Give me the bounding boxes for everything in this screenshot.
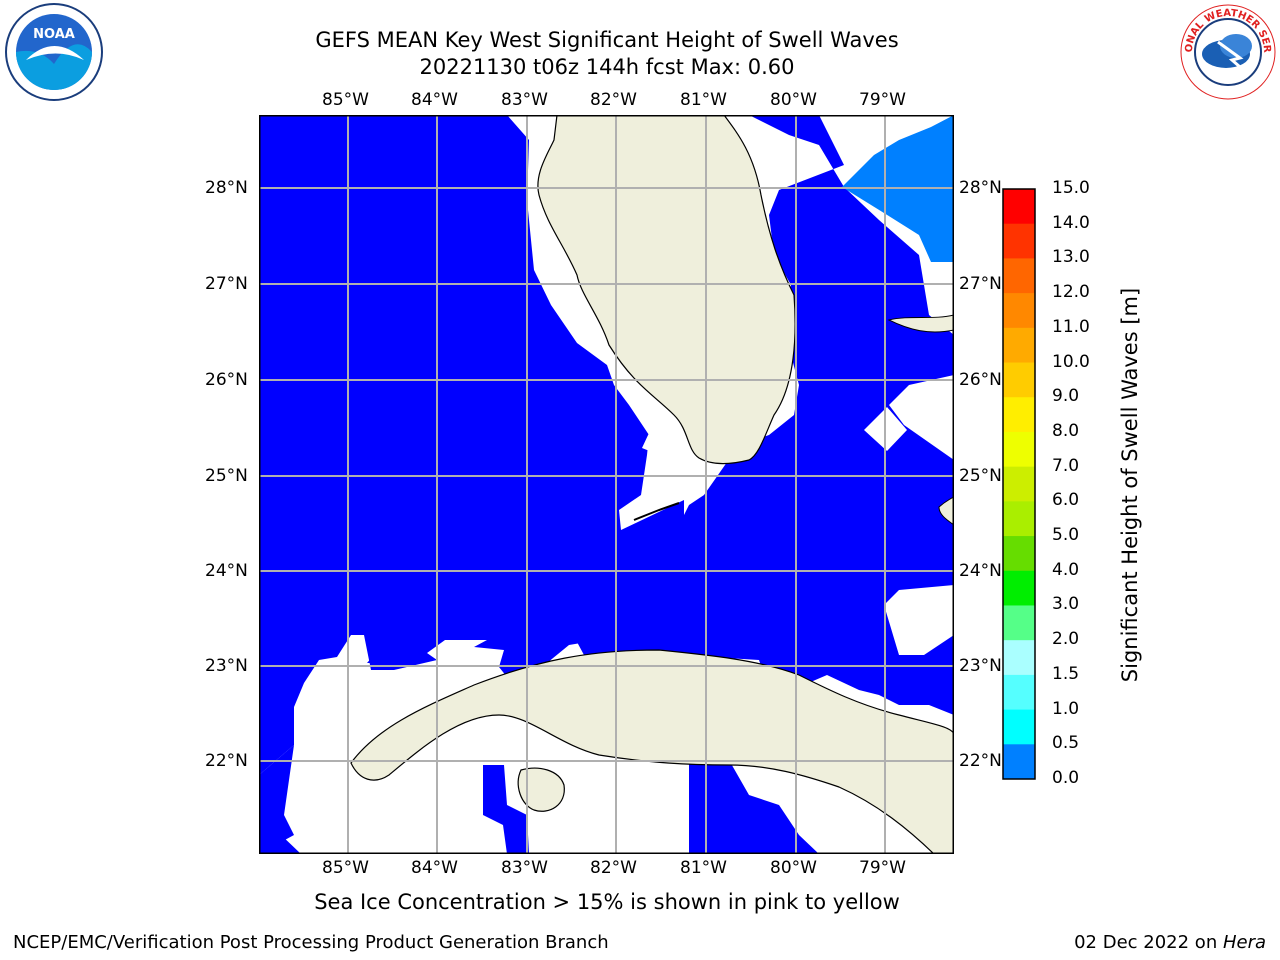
lat-label-right: 27°N bbox=[959, 274, 1002, 294]
footer-credit: NCEP/EMC/Verification Post Processing Pr… bbox=[13, 932, 609, 953]
lat-label-right: 26°N bbox=[959, 370, 1002, 390]
lon-label-bottom: 85°W bbox=[322, 858, 369, 878]
lat-label-right: 22°N bbox=[959, 751, 1002, 771]
colorbar-tick-label: 2.0 bbox=[1052, 629, 1080, 650]
lon-label-top: 80°W bbox=[770, 90, 817, 110]
bahamas-land bbox=[887, 314, 954, 333]
lon-label-top: 85°W bbox=[322, 90, 369, 110]
chart-title: GEFS MEAN Key West Significant Height of… bbox=[315, 28, 899, 52]
lat-label-left: 27°N bbox=[205, 274, 248, 294]
noaa-logo-icon: NOAA bbox=[5, 3, 103, 101]
lon-label-bottom: 82°W bbox=[590, 858, 637, 878]
florida-keys bbox=[633, 502, 680, 521]
colorbar-cell bbox=[1003, 709, 1035, 745]
lat-label-right: 23°N bbox=[959, 656, 1002, 676]
bahamas-land-2 bbox=[938, 496, 954, 526]
colorbar-cell bbox=[1003, 223, 1035, 259]
colorbar-tick-label: 8.0 bbox=[1052, 420, 1080, 441]
footer-host: Hera bbox=[1222, 932, 1266, 953]
colorbar-tick-label: 10.0 bbox=[1052, 351, 1090, 372]
colorbar-cell bbox=[1003, 536, 1035, 572]
lon-label-top: 83°W bbox=[501, 90, 548, 110]
footer-date: 02 Dec 2022 on Hera bbox=[1074, 932, 1266, 953]
colorbar-cell bbox=[1003, 258, 1035, 294]
lat-label-left: 22°N bbox=[205, 751, 248, 771]
colorbar-cell bbox=[1003, 466, 1035, 502]
chart-subtitle: 20221130 t06z 144h fcst Max: 0.60 bbox=[419, 55, 795, 79]
map-frame bbox=[259, 115, 954, 854]
footer-date-text: 02 Dec 2022 on bbox=[1074, 932, 1223, 953]
colorbar-tick-label: 7.0 bbox=[1052, 455, 1080, 476]
colorbar-tick-label: 15.0 bbox=[1052, 178, 1090, 198]
colorbar-tick-label: 1.0 bbox=[1052, 698, 1080, 719]
colorbar bbox=[1002, 188, 1036, 780]
colorbar-cell bbox=[1003, 431, 1035, 468]
colorbar-label: Significant Height of Swell Waves [m] bbox=[1118, 287, 1142, 683]
lat-label-left: 24°N bbox=[205, 561, 248, 581]
lon-label-bottom: 80°W bbox=[770, 858, 817, 878]
lon-label-bottom: 84°W bbox=[411, 858, 458, 878]
colorbar-tick-label: 5.0 bbox=[1052, 525, 1080, 546]
lat-label-left: 23°N bbox=[205, 656, 248, 676]
lon-label-bottom: 79°W bbox=[859, 858, 906, 878]
colorbar-tick-label: 11.0 bbox=[1052, 316, 1090, 337]
lat-label-left: 25°N bbox=[205, 466, 248, 486]
colorbar-tick-label: 12.0 bbox=[1052, 282, 1090, 303]
colorbar-cell bbox=[1003, 397, 1035, 433]
colorbar-tick-label: 14.0 bbox=[1052, 212, 1090, 233]
colorbar-cell bbox=[1003, 570, 1035, 606]
colorbar-tick-label: 3.0 bbox=[1052, 594, 1080, 615]
colorbar-tick-label: 4.0 bbox=[1052, 559, 1080, 580]
colorbar-tick-label: 1.5 bbox=[1052, 663, 1080, 684]
colorbar-tick-label: 0.0 bbox=[1052, 768, 1080, 788]
noaa-logo-text: NOAA bbox=[33, 27, 75, 42]
colorbar-cell bbox=[1003, 744, 1035, 780]
lon-label-top: 84°W bbox=[411, 90, 458, 110]
cuba-land bbox=[350, 649, 954, 854]
lon-label-bottom: 83°W bbox=[501, 858, 548, 878]
lon-label-top: 81°W bbox=[680, 90, 727, 110]
lat-label-left: 28°N bbox=[205, 178, 248, 198]
colorbar-cell bbox=[1003, 362, 1035, 398]
lat-label-right: 28°N bbox=[959, 178, 1002, 198]
lat-label-right: 25°N bbox=[959, 466, 1002, 486]
lon-label-bottom: 81°W bbox=[680, 858, 727, 878]
swell-height-field bbox=[259, 115, 954, 854]
colorbar-cell bbox=[1003, 189, 1035, 225]
colorbar-tick-label: 9.0 bbox=[1052, 386, 1080, 407]
nws-logo-icon: NATIONAL WEATHER SERVICE bbox=[1178, 2, 1276, 100]
lon-label-top: 79°W bbox=[859, 90, 906, 110]
colorbar-cell bbox=[1003, 501, 1035, 537]
lon-label-top: 82°W bbox=[590, 90, 637, 110]
colorbar-tick-label: 13.0 bbox=[1052, 247, 1090, 268]
map-grid bbox=[259, 115, 954, 854]
colorbar-cell bbox=[1003, 605, 1035, 641]
colorbar-tick-label: 0.5 bbox=[1052, 733, 1080, 754]
colorbar-cell bbox=[1003, 640, 1035, 676]
isla-juventud-land bbox=[517, 767, 565, 812]
colorbar-tick-label: 6.0 bbox=[1052, 490, 1080, 511]
lat-label-left: 26°N bbox=[205, 370, 248, 390]
sea-ice-note: Sea Ice Concentration > 15% is shown in … bbox=[314, 890, 900, 914]
lat-label-right: 24°N bbox=[959, 561, 1002, 581]
florida-land bbox=[537, 115, 796, 465]
colorbar-cell bbox=[1003, 327, 1035, 364]
colorbar-cell bbox=[1003, 674, 1035, 711]
map-panel bbox=[259, 115, 954, 854]
colorbar-cell bbox=[1003, 293, 1035, 329]
